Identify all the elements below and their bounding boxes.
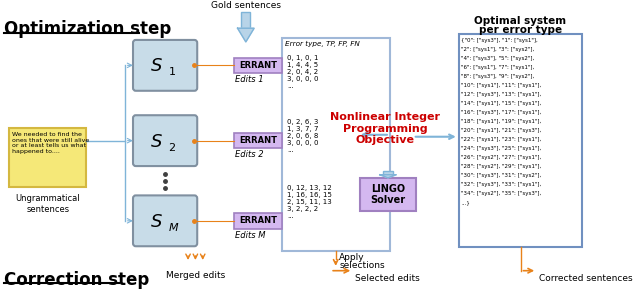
Text: "18": ["sys1"], "19": ["sys1"],: "18": ["sys1"], "19": ["sys1"],	[461, 119, 541, 124]
Text: "14": ["sys1"], "15": ["sys1"],: "14": ["sys1"], "15": ["sys1"],	[461, 101, 541, 106]
Text: "8": ["sys3"], "9": ["sys2"],: "8": ["sys3"], "9": ["sys2"],	[461, 74, 534, 79]
Text: $\mathit{S}$: $\mathit{S}$	[150, 213, 163, 231]
FancyBboxPatch shape	[133, 115, 197, 166]
Text: 0, 12, 13, 12
1, 16, 16, 15
2, 15, 11, 13
3, 2, 2, 2
...: 0, 12, 13, 12 1, 16, 16, 15 2, 15, 11, 1…	[287, 185, 332, 219]
Bar	[241, 11, 250, 28]
Text: "28": ["sys2"], "29": ["sys1"],: "28": ["sys2"], "29": ["sys1"],	[461, 164, 541, 169]
Text: Correction step: Correction step	[4, 271, 149, 289]
Text: Merged edits: Merged edits	[166, 271, 225, 280]
Bar	[459, 34, 582, 247]
Bar	[360, 178, 415, 211]
Text: Corrected sentences: Corrected sentences	[539, 274, 632, 283]
Text: "6": ["sys1"], "7": ["sys1"],: "6": ["sys1"], "7": ["sys1"],	[461, 65, 534, 70]
Text: ERRANT: ERRANT	[239, 136, 276, 145]
Text: ERRANT: ERRANT	[239, 216, 276, 225]
Text: Error type, TP, FP, FN: Error type, TP, FP, FN	[285, 41, 360, 47]
Bar	[234, 133, 282, 148]
Text: We needed to find the
ones that were still alive
or at least tells us what
happe: We needed to find the ones that were sti…	[12, 132, 89, 154]
Bar	[282, 38, 390, 251]
Text: Nonlinear Integer
Programming
Objective: Nonlinear Integer Programming Objective	[330, 112, 440, 145]
Text: "12": ["sys3"], "13": ["sys1"],: "12": ["sys3"], "13": ["sys1"],	[461, 92, 541, 97]
Text: "4": ["sys3"], "5": ["sys2"],: "4": ["sys3"], "5": ["sys2"],	[461, 56, 534, 61]
Bar	[9, 128, 86, 187]
Text: 0, 1, 0, 1
1, 4, 4, 5
2, 0, 4, 2
3, 0, 0, 0
...: 0, 1, 0, 1 1, 4, 4, 5 2, 0, 4, 2 3, 0, 0…	[287, 54, 319, 88]
Text: ...}: ...}	[461, 200, 470, 205]
Text: Ungrammatical
sentences: Ungrammatical sentences	[15, 194, 80, 214]
Text: $\mathit{1}$: $\mathit{1}$	[168, 65, 176, 77]
Bar	[234, 57, 282, 73]
FancyBboxPatch shape	[133, 40, 197, 91]
Text: "22": ["sys1"], "23": ["sys1"],: "22": ["sys1"], "23": ["sys1"],	[461, 137, 541, 142]
Text: Selected edits: Selected edits	[355, 274, 420, 283]
Text: per error type: per error type	[479, 25, 562, 35]
Text: $\mathit{M}$: $\mathit{M}$	[168, 221, 179, 233]
Text: "32": ["sys3"], "33": ["sys1"],: "32": ["sys3"], "33": ["sys1"],	[461, 182, 541, 187]
Polygon shape	[237, 28, 254, 42]
Text: "10": ["sys1"], "11": ["sys1"],: "10": ["sys1"], "11": ["sys1"],	[461, 83, 541, 88]
Text: "34": ["sys2"], "35": ["sys3"],: "34": ["sys2"], "35": ["sys3"],	[461, 191, 541, 196]
Text: {"0": ["sys3"], "1": ["sys1"],: {"0": ["sys3"], "1": ["sys1"],	[461, 38, 538, 43]
Text: Apply: Apply	[339, 253, 365, 262]
Text: $\mathit{S}$: $\mathit{S}$	[150, 57, 163, 75]
Text: ERRANT: ERRANT	[239, 61, 276, 70]
Text: "30": ["sys3"], "31": ["sys2"],: "30": ["sys3"], "31": ["sys2"],	[461, 173, 541, 178]
Text: Edits 1: Edits 1	[235, 75, 264, 84]
Text: "2": ["sys1"], "3": ["sys2"],: "2": ["sys1"], "3": ["sys2"],	[461, 47, 534, 52]
Text: "16": ["sys3"], "17": ["sys1"],: "16": ["sys3"], "17": ["sys1"],	[461, 110, 541, 115]
Text: LINGO
Solver: LINGO Solver	[371, 184, 406, 205]
Text: "26": ["sys2"], "27": ["sys1"],: "26": ["sys2"], "27": ["sys1"],	[461, 155, 541, 160]
Text: selections: selections	[339, 261, 385, 270]
Text: Gold sentences: Gold sentences	[211, 1, 281, 10]
Text: Optimization step: Optimization step	[4, 20, 171, 39]
Bar	[234, 213, 282, 229]
Text: Edits M: Edits M	[235, 231, 266, 240]
Text: "20": ["sys1"], "21": ["sys3"],: "20": ["sys1"], "21": ["sys3"],	[461, 128, 541, 133]
Polygon shape	[380, 175, 396, 178]
Text: $\mathit{S}$: $\mathit{S}$	[150, 133, 163, 150]
Text: $\mathit{2}$: $\mathit{2}$	[168, 141, 176, 153]
Text: Optimal system: Optimal system	[474, 17, 566, 26]
Text: "24": ["sys3"], "25": ["sys1"],: "24": ["sys3"], "25": ["sys1"],	[461, 146, 541, 151]
Bar	[383, 171, 392, 175]
Text: Edits 2: Edits 2	[235, 150, 264, 160]
FancyBboxPatch shape	[133, 195, 197, 246]
Text: 0, 2, 6, 3
1, 3, 7, 7
2, 0, 6, 8
3, 0, 0, 0
...: 0, 2, 6, 3 1, 3, 7, 7 2, 0, 6, 8 3, 0, 0…	[287, 119, 319, 153]
